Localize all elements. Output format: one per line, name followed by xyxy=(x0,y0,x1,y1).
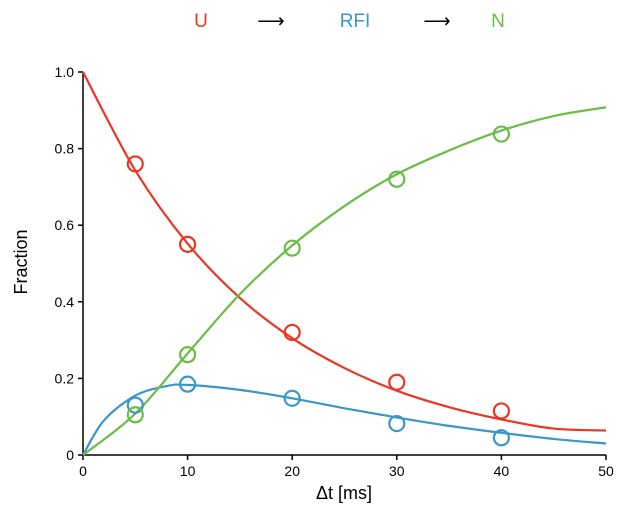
scheme-species-rfi: RFI xyxy=(340,11,371,32)
x-tick-label: 50 xyxy=(598,463,614,479)
axes: 0 10 20 30 40 50 0 0.2 0.4 0.6 0.8 1.0 xyxy=(55,64,614,479)
y-tick-label: 0.8 xyxy=(55,141,75,157)
data-point-n xyxy=(388,170,406,188)
y-axis-label: Fraction xyxy=(11,229,31,294)
data-point-n xyxy=(179,346,197,364)
x-ticks: 0 10 20 30 40 50 xyxy=(79,455,614,479)
reaction-scheme: U ⟶ RFI ⟶ N xyxy=(194,11,505,32)
x-axis-label: Δt [ms] xyxy=(316,483,372,503)
fit-curve-rfi xyxy=(82,383,607,456)
fit-curve-n xyxy=(82,106,607,456)
data-points xyxy=(126,125,510,447)
scheme-arrow-1: ⟶ xyxy=(257,11,284,32)
data-point-u xyxy=(126,155,144,173)
y-tick-label: 0.4 xyxy=(55,294,75,310)
data-point-rfi xyxy=(388,414,406,433)
y-ticks: 0 0.2 0.4 0.6 0.8 1.0 xyxy=(55,64,83,463)
data-point-rfi xyxy=(283,389,301,407)
scheme-species-n: N xyxy=(491,11,505,32)
x-tick-label: 10 xyxy=(180,463,196,479)
scheme-species-u: U xyxy=(194,11,208,32)
y-tick-label: 0 xyxy=(66,447,74,463)
data-point-u xyxy=(179,235,197,253)
data-point-n xyxy=(283,239,301,257)
data-point-rfi xyxy=(492,429,510,447)
x-tick-label: 30 xyxy=(389,463,405,479)
x-tick-label: 0 xyxy=(79,463,87,479)
fit-curves xyxy=(82,71,607,456)
scheme-arrow-2: ⟶ xyxy=(423,11,450,32)
data-point-n xyxy=(126,406,144,424)
fit-curve-u xyxy=(82,71,607,432)
data-point-rfi xyxy=(179,375,197,393)
data-point-u xyxy=(283,323,301,342)
x-tick-label: 20 xyxy=(284,463,300,479)
x-tick-label: 40 xyxy=(494,463,510,479)
y-tick-label: 0.2 xyxy=(55,370,75,386)
y-tick-label: 1.0 xyxy=(55,64,75,80)
y-tick-label: 0.6 xyxy=(55,217,75,233)
data-point-rfi xyxy=(126,396,144,414)
data-point-n xyxy=(492,125,510,143)
data-point-u xyxy=(492,402,510,420)
data-point-u xyxy=(388,373,406,391)
